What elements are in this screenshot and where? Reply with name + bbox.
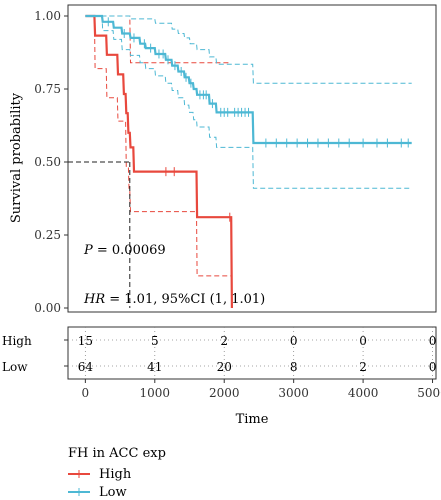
risk-table-values: 15 5 2 0 0 064 41 20 8 2 0 [78, 334, 437, 374]
risk-count: 0 [359, 334, 367, 348]
risk-count: 0 [429, 334, 437, 348]
legend: FH in ACC exp High Low [68, 446, 166, 500]
risk-count: 0 [290, 334, 298, 348]
y-tick-label: 0.00 [34, 301, 61, 315]
ci-upper-low [85, 15, 412, 84]
x-tick-label: 1000 [140, 386, 171, 400]
survival-plot: 0.00 0.25 0.50 0.75 1.00 Survival probabilit… [9, 4, 437, 315]
risk-strata-low: Low [2, 360, 28, 374]
x-tick-label: 2000 [209, 386, 240, 400]
y-tick-label: 0.75 [34, 82, 61, 96]
survival-curves [85, 14, 412, 309]
x-tick-label: 3000 [278, 386, 309, 400]
legend-item-low: Low [68, 485, 127, 500]
y-tick-label: 1.00 [34, 9, 61, 23]
risk-strata-high: High [2, 334, 32, 348]
risk-count: 2 [220, 334, 228, 348]
ci-upper-high [85, 15, 232, 64]
survival-curve-low [85, 14, 412, 145]
risk-table-panel [67, 326, 437, 380]
x-axis-ticks: 0 1000 2000 3000 4000 5000 [82, 379, 441, 400]
legend-label-low: Low [99, 485, 127, 500]
risk-count: 15 [78, 334, 93, 348]
p-value-annotation: P = 0.00069 [83, 243, 166, 258]
risk-count: 64 [78, 360, 94, 374]
y-tick-label: 0.50 [34, 155, 61, 169]
x-axis-title: Time [236, 412, 269, 427]
x-tick-label: 0 [82, 386, 90, 400]
y-axis-ticks: 0.00 0.25 0.50 0.75 1.00 [34, 9, 68, 315]
risk-count: 0 [429, 360, 437, 374]
median-survival-line [68, 161, 131, 308]
x-tick-label: 4000 [348, 386, 379, 400]
x-tick-label: 5000 [417, 386, 441, 400]
ci-lower-high [85, 15, 232, 277]
y-tick-label: 0.25 [34, 228, 61, 242]
risk-count: 41 [147, 360, 162, 374]
risk-table-grid [68, 327, 436, 379]
legend-label-high: High [99, 467, 132, 482]
risk-table-strata-labels: High Low [2, 334, 68, 374]
risk-count: 8 [290, 360, 298, 374]
y-axis-title: Survival probability [9, 92, 24, 223]
confidence-bands [85, 15, 412, 277]
legend-item-high: High [68, 467, 132, 482]
survival-curve-high [85, 14, 233, 309]
censor-marks [107, 17, 409, 222]
legend-title: FH in ACC exp [68, 446, 166, 461]
risk-count: 20 [217, 360, 232, 374]
risk-count: 5 [151, 334, 159, 348]
hazard-ratio-annotation: HR = 1.01, 95%CI (1, 1.01) [83, 292, 265, 307]
plot-panel [67, 4, 437, 313]
risk-count: 2 [359, 360, 367, 374]
ci-lower-low [85, 15, 412, 189]
